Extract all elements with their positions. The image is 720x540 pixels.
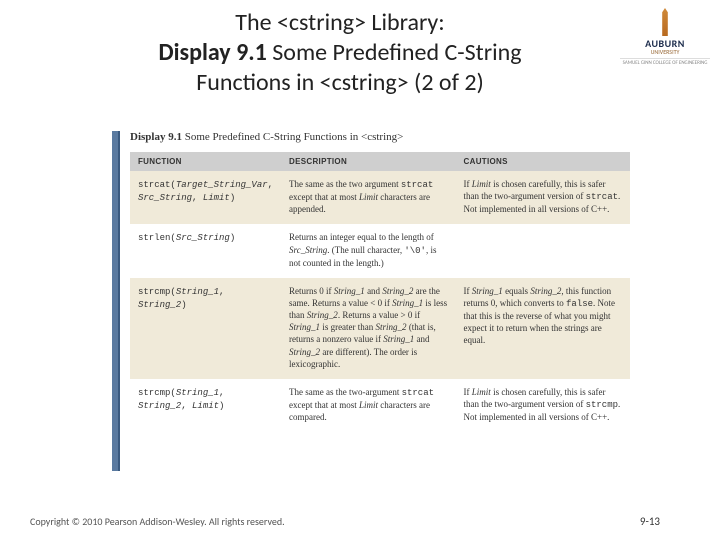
title-line1: The <cstring> Library:	[235, 8, 444, 37]
blue-rule	[112, 131, 120, 471]
cell-description: The same as the two argument strcat exce…	[281, 171, 456, 224]
table-row: strcmp(String_1,String_2, Limit)The same…	[130, 379, 630, 432]
cell-description: Returns an integer equal to the length o…	[281, 224, 456, 277]
table-body: strcat(Target_String_Var,Src_String, Lim…	[130, 171, 630, 432]
title-line2a: Display 9.1	[159, 38, 267, 67]
page-number: 9-13	[640, 515, 660, 528]
logo-tower-icon	[658, 8, 672, 36]
table-row: strcat(Target_String_Var,Src_String, Lim…	[130, 171, 630, 224]
cell-cautions	[456, 224, 630, 277]
copyright-footer: Copyright © 2010 Pearson Addison-Wesley.…	[30, 515, 285, 528]
logo-sub1: UNIVERSITY	[620, 49, 710, 56]
display-caption-bold: Display 9.1	[130, 131, 182, 143]
cell-function: strcat(Target_String_Var,Src_String, Lim…	[130, 171, 281, 224]
title-line3: Functions in <cstring> (2 of 2)	[196, 68, 484, 97]
cell-cautions: If String_1 equals String_2, this functi…	[456, 278, 630, 379]
cell-cautions: If Limit is chosen carefully, this is sa…	[456, 379, 630, 432]
functions-table: FUNCTION DESCRIPTION CAUTIONS strcat(Tar…	[130, 152, 630, 432]
slide-title: The <cstring> Library: Display 9.1 Some …	[0, 0, 720, 102]
table-row: strlen(Src_String)Returns an integer equ…	[130, 224, 630, 277]
col-description: DESCRIPTION	[281, 152, 456, 171]
cell-description: Returns 0 if String_1 and String_2 are t…	[281, 278, 456, 379]
cell-cautions: If Limit is chosen carefully, this is sa…	[456, 171, 630, 224]
col-cautions: CAUTIONS	[456, 152, 630, 171]
title-line2b: Some Predefined C-String	[267, 38, 522, 67]
table-header-row: FUNCTION DESCRIPTION CAUTIONS	[130, 152, 630, 171]
cell-description: The same as the two-argument strcat exce…	[281, 379, 456, 432]
logo-sub2: SAMUEL GINN COLLEGE OF ENGINEERING	[620, 58, 710, 67]
col-function: FUNCTION	[130, 152, 281, 171]
auburn-logo: AUBURN UNIVERSITY SAMUEL GINN COLLEGE OF…	[620, 8, 710, 66]
cell-function: strcmp(String_1, String_2)	[130, 278, 281, 379]
display-caption: Display 9.1 Some Predefined C-String Fun…	[130, 131, 403, 143]
cell-function: strcmp(String_1,String_2, Limit)	[130, 379, 281, 432]
cell-function: strlen(Src_String)	[130, 224, 281, 277]
table-row: strcmp(String_1, String_2)Returns 0 if S…	[130, 278, 630, 379]
display-caption-rest: Some Predefined C-String Functions in <c…	[182, 131, 403, 143]
